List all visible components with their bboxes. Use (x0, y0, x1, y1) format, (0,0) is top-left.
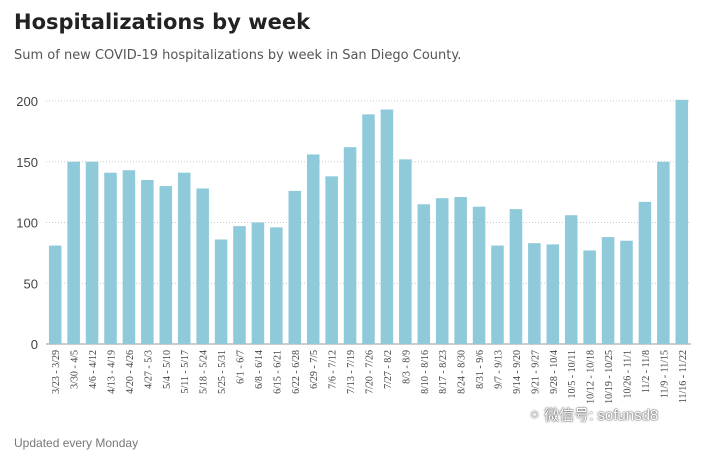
bar (675, 99, 689, 344)
bar (657, 161, 670, 344)
bar (85, 161, 99, 344)
x-tick-label: 8/3 - 8/9 (401, 350, 412, 384)
bar (141, 179, 154, 344)
watermark-text: 微信号: sofunsd8 (544, 407, 659, 424)
x-tick-label: 5/4 - 5/10 (162, 350, 173, 389)
bar (564, 215, 578, 344)
bar (620, 240, 633, 344)
x-tick-label: 4/27 - 5/3 (143, 350, 154, 389)
bar (638, 201, 652, 344)
bar (270, 227, 283, 344)
bar (528, 243, 541, 344)
bar (159, 186, 173, 344)
x-tick-label: 8/24 - 8/30 (457, 350, 468, 394)
y-tick-label: 50 (24, 276, 38, 291)
bar (233, 226, 246, 344)
chart-subtitle: Sum of new COVID-19 hospitalizations by … (14, 48, 462, 63)
x-tick-label: 10/12 - 10/18 (586, 350, 597, 404)
bar (472, 206, 486, 344)
x-tick-label: 9/14 - 9/20 (512, 350, 523, 394)
x-tick-label: 7/6 - 7/12 (328, 350, 339, 389)
y-tick-label: 100 (16, 216, 38, 231)
chart-title: Hospitalizations by week (14, 10, 311, 34)
x-tick-label: 8/10 - 8/16 (420, 350, 431, 394)
x-tick-label: 8/17 - 8/23 (438, 350, 449, 394)
bar (67, 161, 80, 344)
bar (288, 190, 302, 344)
bar (177, 172, 191, 344)
x-tick-label: 10/5 - 10/11 (567, 350, 578, 399)
bar (325, 176, 338, 344)
bar (380, 109, 394, 344)
x-tick-label: 9/7 - 9/13 (494, 350, 505, 389)
x-tick-label: 4/6 - 4/12 (88, 350, 99, 389)
bar (104, 172, 117, 344)
bar (454, 196, 467, 344)
bar (435, 198, 449, 344)
x-tick-label: 10/26 - 11/1 (623, 350, 634, 399)
bar (306, 154, 320, 344)
x-tick-label: 4/20 - 4/26 (125, 350, 136, 394)
x-tick-label: 9/21 - 9/27 (530, 350, 541, 394)
x-tick-label: 5/25 - 5/31 (217, 350, 228, 394)
bar (214, 239, 228, 344)
y-tick-label: 150 (16, 155, 38, 170)
bar (343, 147, 357, 344)
bars (48, 99, 689, 345)
x-tick-label: 10/19 - 10/25 (604, 350, 615, 404)
wechat-icon: ○ (530, 406, 540, 423)
bar (546, 244, 560, 344)
bar (251, 222, 265, 344)
bar (601, 237, 615, 344)
x-tick-label: 3/23 - 3/29 (51, 350, 62, 394)
x-tick-label: 9/28 - 10/4 (549, 350, 560, 394)
x-tick-label: 11/16 - 11/22 (678, 350, 689, 403)
x-tick-label: 4/13 - 4/19 (107, 350, 118, 394)
x-tick-label: 6/1 - 6/7 (236, 350, 247, 384)
update-note: Updated every Monday (14, 436, 139, 450)
x-tick-label: 8/31 - 9/6 (475, 350, 486, 389)
bar (491, 245, 504, 344)
bar (583, 250, 596, 344)
x-tick-label: 6/15 - 6/21 (272, 350, 283, 394)
bar (196, 188, 209, 344)
x-tick-label: 11/9 - 11/15 (659, 350, 670, 398)
x-tick-label: 7/20 - 7/26 (365, 350, 376, 394)
bar (48, 245, 62, 344)
x-tick-label: 7/13 - 7/19 (346, 350, 357, 394)
x-tick-label: 6/8 - 6/14 (254, 350, 265, 389)
bar (362, 114, 375, 345)
x-tick-label: 3/30 - 4/5 (70, 350, 81, 389)
bar (509, 209, 523, 344)
x-tick-label: 11/2 - 11/8 (641, 350, 652, 393)
x-tick-label: 6/29 - 7/5 (309, 350, 320, 389)
x-tick-label: 5/11 - 5/17 (180, 350, 191, 394)
x-axis-ticks: 3/23 - 3/29 3/30 - 4/5 4/6 - 4/12 4/13 - 4/… (51, 350, 689, 404)
y-tick-label: 200 (16, 94, 38, 109)
x-tick-label: 7/27 - 8/2 (383, 350, 394, 389)
bar (122, 170, 136, 344)
y-tick-label: 0 (31, 337, 38, 352)
bar (417, 204, 431, 344)
watermark: ○ 微信号: sofunsd8 (530, 404, 658, 425)
y-axis-ticks: 0 50 100 150 200 (16, 94, 38, 352)
x-tick-label: 6/22 - 6/28 (291, 350, 302, 394)
bar (399, 159, 412, 344)
x-tick-label: 5/18 - 5/24 (199, 350, 210, 394)
